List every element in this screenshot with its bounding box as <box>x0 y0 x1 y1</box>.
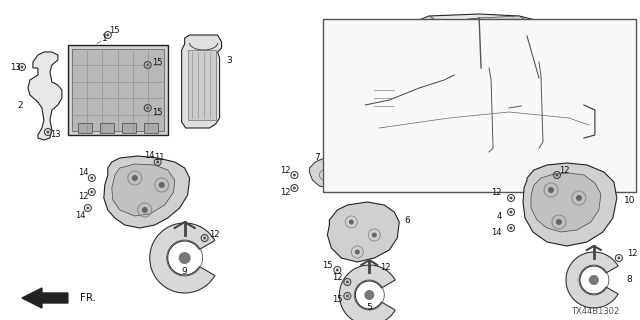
Text: 13: 13 <box>10 62 20 71</box>
Circle shape <box>401 152 413 164</box>
Text: 6: 6 <box>404 215 410 225</box>
Text: 2: 2 <box>17 100 23 109</box>
Circle shape <box>132 175 138 181</box>
Text: 3: 3 <box>227 55 232 65</box>
Circle shape <box>203 236 206 239</box>
Circle shape <box>293 187 296 189</box>
Circle shape <box>47 131 49 133</box>
Text: 9: 9 <box>182 268 188 276</box>
Circle shape <box>146 63 149 67</box>
Circle shape <box>349 220 354 225</box>
Polygon shape <box>399 14 557 68</box>
Circle shape <box>141 207 148 213</box>
Wedge shape <box>339 265 396 320</box>
Text: 12: 12 <box>209 229 220 238</box>
Bar <box>122 123 136 133</box>
Text: 15: 15 <box>332 295 342 305</box>
Text: 12: 12 <box>332 274 342 283</box>
Text: 12: 12 <box>492 188 502 196</box>
Text: 12: 12 <box>280 165 291 174</box>
Text: FR.: FR. <box>80 293 96 303</box>
Polygon shape <box>22 288 68 308</box>
Text: 15: 15 <box>152 108 163 116</box>
Circle shape <box>90 190 93 194</box>
Circle shape <box>146 107 149 109</box>
Circle shape <box>556 173 559 177</box>
Circle shape <box>372 233 377 237</box>
Circle shape <box>179 252 191 264</box>
Text: 14: 14 <box>77 167 88 177</box>
Circle shape <box>90 177 93 180</box>
Circle shape <box>156 161 159 164</box>
Text: 4: 4 <box>497 212 502 220</box>
Polygon shape <box>309 158 339 188</box>
Polygon shape <box>442 18 517 34</box>
Text: 12: 12 <box>559 165 569 174</box>
Text: 15: 15 <box>152 58 163 67</box>
Text: 12: 12 <box>380 263 390 273</box>
Circle shape <box>589 275 599 285</box>
Text: 5: 5 <box>367 303 372 313</box>
Text: 13: 13 <box>51 130 61 139</box>
Circle shape <box>20 66 24 68</box>
Text: 15: 15 <box>109 26 120 35</box>
Polygon shape <box>112 164 175 216</box>
Text: 12: 12 <box>77 191 88 201</box>
Wedge shape <box>150 223 215 293</box>
Polygon shape <box>531 173 601 232</box>
Circle shape <box>293 173 296 177</box>
Circle shape <box>106 34 109 36</box>
Polygon shape <box>188 50 216 120</box>
Bar <box>68 45 168 135</box>
Polygon shape <box>399 16 439 52</box>
Text: 14: 14 <box>75 211 85 220</box>
Circle shape <box>509 211 513 213</box>
Text: 14: 14 <box>145 150 155 159</box>
Text: 1: 1 <box>102 34 108 43</box>
Circle shape <box>86 206 90 210</box>
Circle shape <box>576 195 582 201</box>
Text: 14: 14 <box>492 228 502 236</box>
Polygon shape <box>369 62 394 80</box>
Bar <box>100 123 114 133</box>
Text: 7: 7 <box>314 153 320 162</box>
Circle shape <box>556 219 562 225</box>
Text: 11: 11 <box>154 153 165 162</box>
Bar <box>72 49 164 131</box>
Bar <box>323 19 636 192</box>
Circle shape <box>346 281 349 284</box>
Circle shape <box>509 227 513 229</box>
Circle shape <box>355 250 360 254</box>
Circle shape <box>346 294 349 298</box>
Text: 12: 12 <box>627 250 637 259</box>
Circle shape <box>548 187 554 193</box>
Polygon shape <box>328 202 399 262</box>
Text: 15: 15 <box>322 260 333 269</box>
Circle shape <box>159 182 164 188</box>
Polygon shape <box>365 48 595 162</box>
Circle shape <box>509 196 513 199</box>
Polygon shape <box>434 18 479 54</box>
Polygon shape <box>104 156 189 228</box>
Text: 10: 10 <box>624 196 636 204</box>
Polygon shape <box>182 35 221 128</box>
Wedge shape <box>566 252 618 308</box>
Text: TX44B1302: TX44B1302 <box>571 308 619 316</box>
Text: 8: 8 <box>627 276 632 284</box>
Circle shape <box>364 290 374 300</box>
Polygon shape <box>523 163 617 246</box>
Circle shape <box>336 268 339 271</box>
Text: 12: 12 <box>280 188 291 196</box>
Circle shape <box>618 257 620 260</box>
Circle shape <box>541 144 553 156</box>
Polygon shape <box>479 16 529 46</box>
Polygon shape <box>364 50 399 108</box>
Bar <box>144 123 157 133</box>
Polygon shape <box>28 52 62 140</box>
Bar <box>78 123 92 133</box>
